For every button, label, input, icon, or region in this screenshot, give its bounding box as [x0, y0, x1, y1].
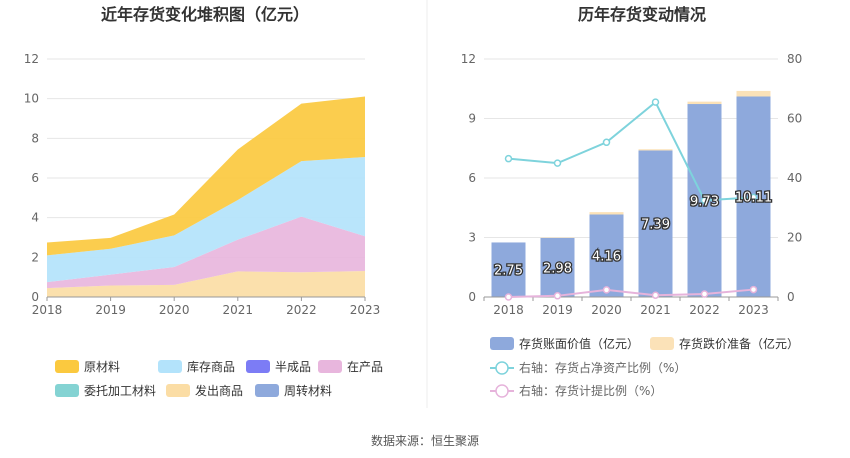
point-ratio_provision	[700, 290, 709, 298]
right-x-tick-label: 2023	[738, 303, 769, 317]
left-x-tick-label: 2021	[223, 303, 254, 317]
point-ratio_net_assets	[700, 196, 709, 205]
legend-label-revolving: 周转材料	[284, 383, 332, 398]
bar-book-value	[540, 237, 575, 297]
right-right-y-tick-label: 0	[787, 290, 795, 304]
bar-data-label: 7.39	[641, 218, 670, 233]
legend-swatch-wip	[318, 360, 342, 373]
left-x-tick-label: 2023	[350, 303, 381, 317]
point-ratio_net_assets	[749, 193, 758, 202]
legend-label-book-value: 存货账面价值（亿元）	[519, 336, 639, 351]
legend-label-impairment: 存货跌价准备（亿元）	[679, 336, 799, 351]
legend-marker-ratio_provision	[495, 384, 509, 398]
left-y-tick-label: 8	[31, 131, 39, 145]
legend-label-consigned: 委托加工材料	[84, 384, 156, 398]
legend-swatch-consigned	[55, 384, 79, 397]
right-x-tick-label: 2018	[493, 303, 524, 317]
right-left-y-tick-label: 0	[468, 290, 476, 304]
left-y-tick-label: 10	[24, 92, 39, 106]
left-y-tick-label: 0	[31, 290, 39, 304]
right-right-y-tick-label: 60	[787, 112, 802, 126]
right-x-tick-label: 2020	[591, 303, 622, 317]
legend-label-semi_finished: 半成品	[275, 360, 311, 374]
right-left-y-tick-label: 9	[468, 112, 476, 126]
bar-data-label: 10.11	[735, 191, 772, 206]
bar-book-value	[491, 242, 526, 297]
right-x-tick-label: 2022	[689, 303, 720, 317]
bar-impairment	[638, 149, 673, 151]
legend-swatch-stock_goods	[158, 360, 182, 373]
bar-data-label: 2.98	[543, 261, 572, 276]
bar-data-label: 9.73	[690, 195, 719, 210]
legend-swatch-raw_material	[55, 360, 79, 373]
left-x-tick-label: 2019	[95, 303, 126, 317]
point-ratio_provision	[651, 291, 660, 299]
right-left-y-tick-label: 6	[468, 171, 476, 185]
bar-impairment	[687, 101, 722, 105]
legend-label-stock_goods: 库存商品	[187, 359, 235, 374]
right-left-y-tick-label: 3	[468, 231, 476, 245]
left-stacked-area-chart: 0 2 4 6 8 10 12 2018 2019 2020 2021 2022 2023 原材料 库存商品…	[24, 52, 383, 398]
bar-data-label: 4.16	[592, 250, 621, 265]
area-band-wip	[47, 216, 365, 289]
right-x-tick-label: 2021	[640, 303, 671, 317]
area-band-shipped	[47, 271, 365, 297]
right-right-y-tick-label: 20	[787, 231, 802, 245]
point-ratio_provision	[749, 285, 758, 294]
left-y-tick-label: 4	[31, 211, 39, 225]
right-right-y-tick-label: 80	[787, 52, 802, 66]
legend-marker-ratio_net_assets	[495, 361, 509, 375]
bar-impairment	[736, 90, 771, 97]
left-x-tick-label: 2020	[159, 303, 190, 317]
legend-swatch-impairment	[650, 337, 674, 350]
line-ratio_net_assets	[508, 100, 754, 202]
point-ratio_net_assets	[602, 138, 611, 147]
legend-swatch-semi_finished	[246, 360, 270, 373]
point-ratio_net_assets	[553, 159, 562, 167]
area-band-stock_goods	[47, 156, 365, 283]
bar-impairment	[589, 212, 624, 215]
legend-label-ratio_net_assets: 右轴：存货占净资产比例（%）	[519, 360, 686, 375]
point-ratio_net_assets	[504, 154, 513, 163]
left-y-tick-label: 12	[24, 52, 39, 66]
bar-book-value	[638, 150, 673, 297]
left-chart-title: 近年存货变化堆积图（亿元）	[101, 5, 309, 24]
data-source-footer: 数据来源：恒生聚源	[370, 434, 479, 448]
legend-swatch-revolving	[255, 384, 279, 397]
right-chart-title: 历年存货变动情况	[578, 5, 706, 24]
left-y-tick-label: 2	[31, 250, 39, 264]
right-left-y-tick-label: 12	[461, 52, 476, 66]
left-x-tick-label: 2022	[286, 303, 317, 317]
legend-label-ratio_provision: 右轴：存货计提比例（%）	[519, 383, 662, 398]
area-band-raw_material	[47, 96, 365, 256]
right-bar-line-chart: 0 3 6 9 12 0 20 40 60 80 2018 2019 2020 2021 2022 2023 2…	[461, 52, 803, 398]
right-right-y-tick-label: 40	[787, 171, 802, 185]
point-ratio_provision	[553, 292, 562, 300]
point-ratio_provision	[504, 293, 513, 301]
legend-swatch-shipped	[166, 384, 190, 397]
left-x-tick-label: 2018	[32, 303, 63, 317]
point-ratio_net_assets	[651, 98, 660, 106]
bar-data-label: 2.75	[494, 264, 523, 279]
bar-book-value	[589, 214, 624, 297]
point-ratio_provision	[602, 286, 611, 294]
left-y-tick-label: 6	[31, 171, 39, 185]
legend-label-raw_material: 原材料	[84, 360, 120, 374]
right-x-tick-label: 2019	[542, 303, 573, 317]
legend-label-wip: 在产品	[347, 360, 383, 374]
line-ratio_provision	[508, 288, 754, 298]
legend-label-shipped: 发出商品	[195, 383, 243, 398]
legend-swatch-book-value	[490, 337, 514, 350]
